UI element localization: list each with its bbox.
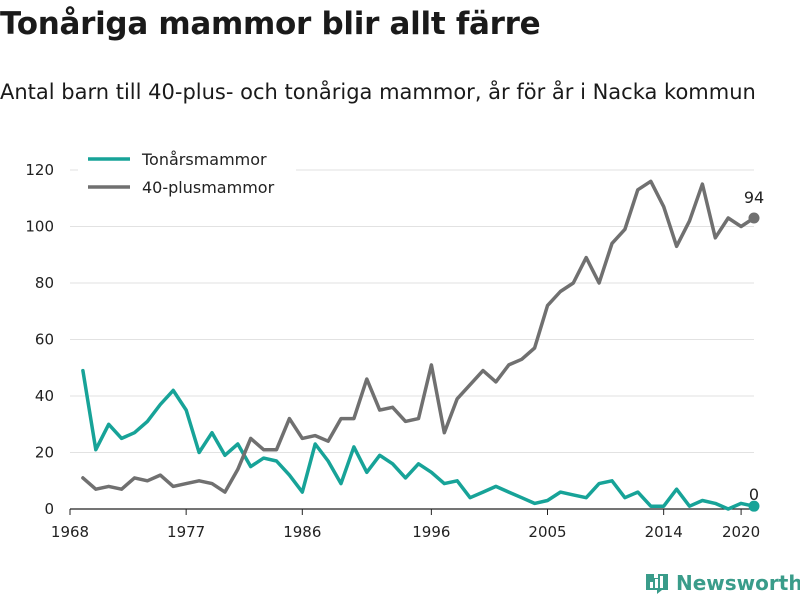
- y-tick-label: 60: [35, 331, 54, 349]
- axes: 0 20 40 60 80 100 120 1968 1977 1986 1996 2005 2014 2…: [25, 161, 760, 541]
- brand-logo[interactable]: Newsworthy: [644, 570, 800, 596]
- y-tick-label: 120: [25, 161, 54, 179]
- brand-name: Newsworthy: [676, 571, 800, 595]
- y-tick-label: 0: [44, 500, 54, 518]
- series-line-40-plusmammor: [81, 179, 756, 494]
- x-tick-label: 2020: [722, 523, 760, 541]
- x-tick-label: 2005: [528, 523, 566, 541]
- x-tick-label: 2014: [645, 523, 683, 541]
- y-tick-label: 100: [25, 218, 54, 236]
- y-tick-label: 80: [35, 274, 54, 292]
- legend-label: Tonårsmammor: [141, 150, 267, 169]
- newsworthy-logo-icon: [646, 574, 668, 594]
- grid-lines: [70, 169, 754, 453]
- x-tick-label: 1968: [51, 523, 89, 541]
- end-value-label: 94: [744, 188, 764, 207]
- chart-title: Tonåriga mammor blir allt färre: [0, 6, 541, 42]
- legend-label: 40-plusmammor: [142, 178, 275, 197]
- x-tick-label: 1996: [412, 523, 450, 541]
- x-tick-label: 1986: [283, 523, 321, 541]
- y-tick-label: 40: [35, 387, 54, 405]
- chart-subtitle: Antal barn till 40-plus- och tonåriga ma…: [0, 80, 756, 104]
- series-line-tonarsmammor: [81, 368, 756, 511]
- x-tick-label: 1977: [167, 523, 205, 541]
- y-tick-label: 20: [35, 444, 54, 462]
- legend: Tonårsmammor 40-plusmammor: [78, 144, 296, 204]
- end-point-marker: [748, 500, 760, 512]
- end-value-label: 0: [749, 485, 759, 504]
- legend-background: [78, 144, 296, 204]
- end-point-marker: [748, 212, 760, 224]
- series-lines: 0 94: [81, 179, 764, 512]
